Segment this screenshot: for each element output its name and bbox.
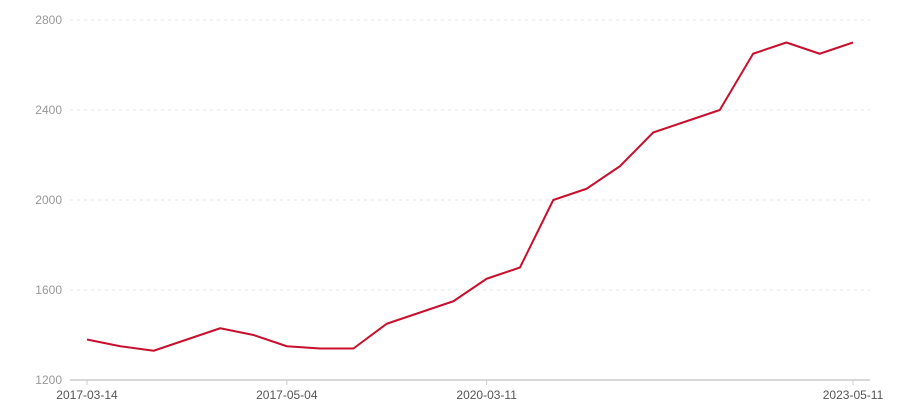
x-tick-label: 2017-03-14 xyxy=(56,388,118,400)
y-tick-label: 1600 xyxy=(35,283,62,297)
y-tick-label: 2000 xyxy=(35,193,62,207)
x-tick-label: 2017-05-04 xyxy=(256,388,318,400)
x-axis: 2017-03-14 2017-05-04 2020-03-11 2023-05-11 xyxy=(56,379,884,400)
y-tick-label: 2400 xyxy=(35,103,62,117)
series-line xyxy=(86,41,854,352)
series xyxy=(86,41,854,352)
y-axis: 1200 1600 2000 2400 2800 xyxy=(35,13,62,387)
x-tick-label: 2023-05-11 xyxy=(823,388,884,400)
y-tick-label: 2800 xyxy=(35,13,62,27)
y-tick-label: 1200 xyxy=(35,373,62,387)
x-tick-label: 2020-03-11 xyxy=(456,388,517,400)
